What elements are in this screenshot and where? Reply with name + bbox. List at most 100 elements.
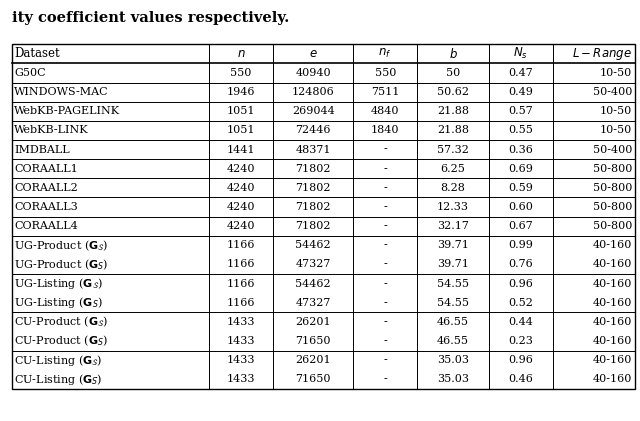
Text: 71802: 71802: [296, 183, 331, 193]
Text: 21.88: 21.88: [437, 106, 469, 116]
Text: 1166: 1166: [227, 259, 255, 269]
Text: 26201: 26201: [295, 317, 331, 327]
Text: 50-400: 50-400: [593, 87, 632, 97]
Text: 1166: 1166: [227, 240, 255, 250]
Text: 0.96: 0.96: [509, 355, 533, 365]
Text: 1051: 1051: [227, 125, 255, 136]
Text: $e$: $e$: [309, 47, 317, 60]
Text: CU-Product ($\mathbf{G}_{\bar{S}}$): CU-Product ($\mathbf{G}_{\bar{S}}$): [14, 334, 108, 349]
Text: 40-160: 40-160: [593, 279, 632, 289]
Text: 1946: 1946: [227, 87, 255, 97]
Text: CU-Listing ($\mathbf{G}_{\bar{S}}$): CU-Listing ($\mathbf{G}_{\bar{S}}$): [14, 372, 102, 387]
Text: $L-Range$: $L-Range$: [572, 46, 632, 62]
Text: -: -: [383, 355, 387, 365]
Text: 71802: 71802: [296, 221, 331, 231]
Text: UG-Listing ($\mathbf{G}_{\bar{S}}$): UG-Listing ($\mathbf{G}_{\bar{S}}$): [14, 295, 103, 310]
Text: 50-800: 50-800: [593, 202, 632, 212]
Text: -: -: [383, 164, 387, 174]
Text: 48371: 48371: [296, 144, 331, 155]
Text: 550: 550: [230, 68, 252, 78]
Text: -: -: [383, 279, 387, 289]
Text: CORAALL3: CORAALL3: [14, 202, 78, 212]
Text: 47327: 47327: [296, 259, 331, 269]
Text: -: -: [383, 221, 387, 231]
Text: $N_s$: $N_s$: [513, 46, 529, 61]
Text: 0.76: 0.76: [509, 259, 533, 269]
Text: Dataset: Dataset: [14, 47, 60, 60]
Text: 0.23: 0.23: [509, 336, 533, 346]
Text: 35.03: 35.03: [437, 374, 469, 384]
Text: -: -: [383, 374, 387, 384]
Text: 26201: 26201: [295, 355, 331, 365]
Text: 7511: 7511: [371, 87, 399, 97]
Text: 4240: 4240: [227, 164, 255, 174]
Text: -: -: [383, 202, 387, 212]
Text: 124806: 124806: [292, 87, 335, 97]
Text: 50-800: 50-800: [593, 183, 632, 193]
Text: 0.67: 0.67: [509, 221, 533, 231]
Text: 10-50: 10-50: [600, 125, 632, 136]
Text: -: -: [383, 298, 387, 308]
Text: 39.71: 39.71: [437, 259, 469, 269]
Text: WebKB-LINK: WebKB-LINK: [14, 125, 89, 136]
Text: 0.60: 0.60: [509, 202, 533, 212]
Text: 72446: 72446: [296, 125, 331, 136]
Text: 0.36: 0.36: [509, 144, 533, 155]
Text: 21.88: 21.88: [437, 125, 469, 136]
Text: 4840: 4840: [371, 106, 399, 116]
Text: 40-160: 40-160: [593, 374, 632, 384]
Text: 0.47: 0.47: [509, 68, 533, 78]
Text: 8.28: 8.28: [440, 183, 465, 193]
Text: 54462: 54462: [295, 279, 331, 289]
Text: $b$: $b$: [449, 47, 458, 61]
Text: 54.55: 54.55: [437, 298, 469, 308]
Text: 4240: 4240: [227, 202, 255, 212]
Text: CU-Product ($\mathbf{G}_\mathcal{S}$): CU-Product ($\mathbf{G}_\mathcal{S}$): [14, 314, 108, 329]
Text: WebKB-PAGELINK: WebKB-PAGELINK: [14, 106, 120, 116]
Text: 6.25: 6.25: [440, 164, 465, 174]
Text: 71802: 71802: [296, 202, 331, 212]
Text: 35.03: 35.03: [437, 355, 469, 365]
Text: 0.69: 0.69: [509, 164, 533, 174]
Text: 50.62: 50.62: [437, 87, 469, 97]
Text: G50C: G50C: [14, 68, 45, 78]
Text: -: -: [383, 240, 387, 250]
Text: CORAALL2: CORAALL2: [14, 183, 78, 193]
Text: 0.52: 0.52: [509, 298, 533, 308]
Text: 269044: 269044: [292, 106, 335, 116]
Text: CORAALL4: CORAALL4: [14, 221, 78, 231]
Text: 54462: 54462: [295, 240, 331, 250]
Text: 1051: 1051: [227, 106, 255, 116]
Text: IMDBALL: IMDBALL: [14, 144, 70, 155]
Text: 57.32: 57.32: [437, 144, 469, 155]
Text: 40-160: 40-160: [593, 355, 632, 365]
Text: 550: 550: [374, 68, 396, 78]
Text: 46.55: 46.55: [437, 336, 469, 346]
Text: 10-50: 10-50: [600, 68, 632, 78]
Text: 71650: 71650: [296, 374, 331, 384]
Text: 54.55: 54.55: [437, 279, 469, 289]
Text: WINDOWS-MAC: WINDOWS-MAC: [14, 87, 109, 97]
Text: 50: 50: [446, 68, 460, 78]
Text: 0.96: 0.96: [509, 279, 533, 289]
Text: 1166: 1166: [227, 279, 255, 289]
Text: 71802: 71802: [296, 164, 331, 174]
Text: 0.44: 0.44: [509, 317, 533, 327]
Text: 0.59: 0.59: [509, 183, 533, 193]
Text: 47327: 47327: [296, 298, 331, 308]
Text: 0.55: 0.55: [509, 125, 533, 136]
Text: 1166: 1166: [227, 298, 255, 308]
Text: 10-50: 10-50: [600, 106, 632, 116]
Text: ity coefficient values respectively.: ity coefficient values respectively.: [12, 11, 289, 24]
Text: 32.17: 32.17: [437, 221, 469, 231]
Text: 12.33: 12.33: [437, 202, 469, 212]
Text: $n_f$: $n_f$: [378, 47, 392, 60]
Text: -: -: [383, 336, 387, 346]
Text: 40-160: 40-160: [593, 298, 632, 308]
Text: -: -: [383, 183, 387, 193]
Text: $n$: $n$: [237, 47, 246, 60]
Text: 40-160: 40-160: [593, 240, 632, 250]
Text: 40940: 40940: [295, 68, 331, 78]
Text: UG-Product ($\mathbf{G}_\mathcal{S}$): UG-Product ($\mathbf{G}_\mathcal{S}$): [14, 238, 109, 253]
Text: -: -: [383, 317, 387, 327]
